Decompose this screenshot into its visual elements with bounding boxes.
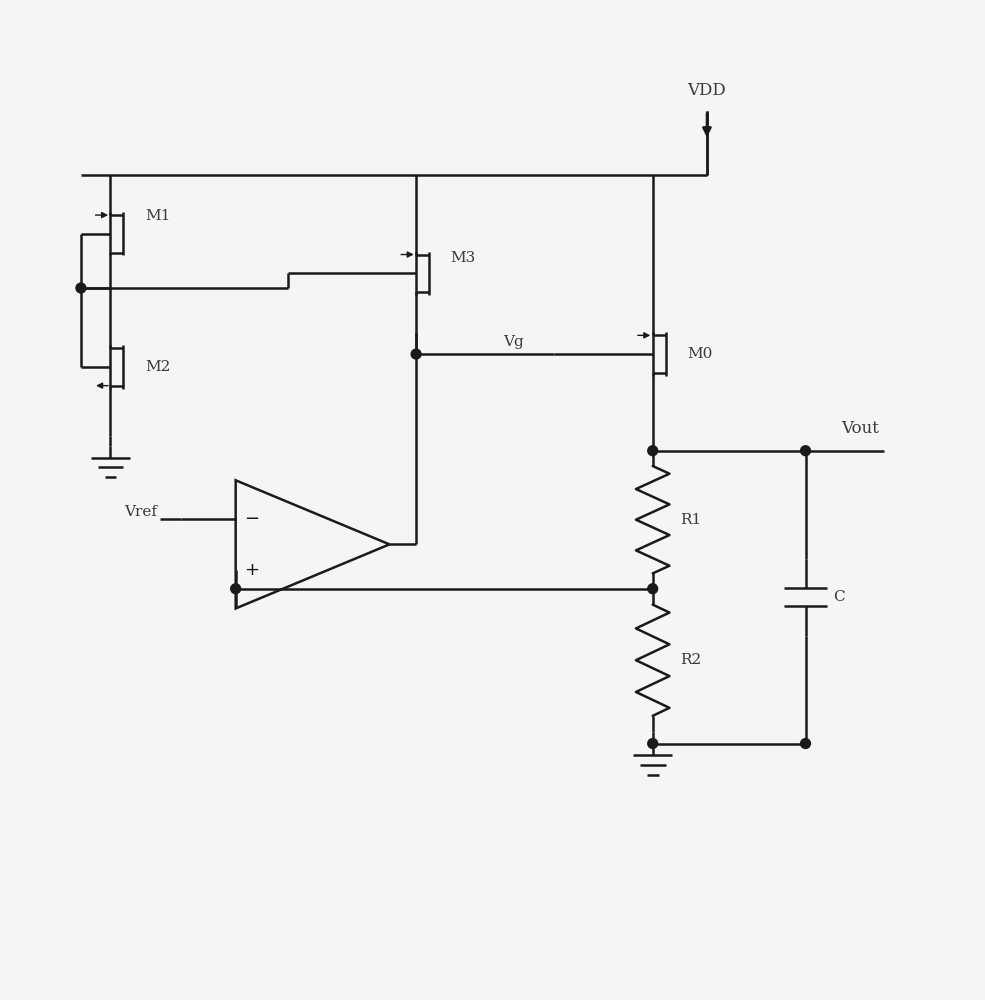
Text: Vout: Vout (841, 420, 880, 437)
Text: +: + (244, 561, 259, 579)
Circle shape (801, 739, 811, 748)
Circle shape (411, 349, 421, 359)
Circle shape (648, 584, 658, 594)
Text: M2: M2 (145, 360, 170, 374)
Text: C: C (833, 590, 845, 604)
Circle shape (801, 446, 811, 456)
Circle shape (648, 446, 658, 456)
Text: M1: M1 (145, 209, 170, 223)
Text: −: − (244, 510, 259, 528)
Text: M0: M0 (688, 347, 712, 361)
Circle shape (648, 739, 658, 748)
Text: M3: M3 (450, 251, 476, 265)
Text: Vg: Vg (503, 335, 524, 349)
Text: R2: R2 (681, 653, 701, 667)
Text: Vref: Vref (124, 505, 157, 519)
Text: R1: R1 (681, 513, 701, 527)
Circle shape (230, 584, 240, 594)
Circle shape (76, 283, 86, 293)
Text: VDD: VDD (688, 82, 726, 99)
